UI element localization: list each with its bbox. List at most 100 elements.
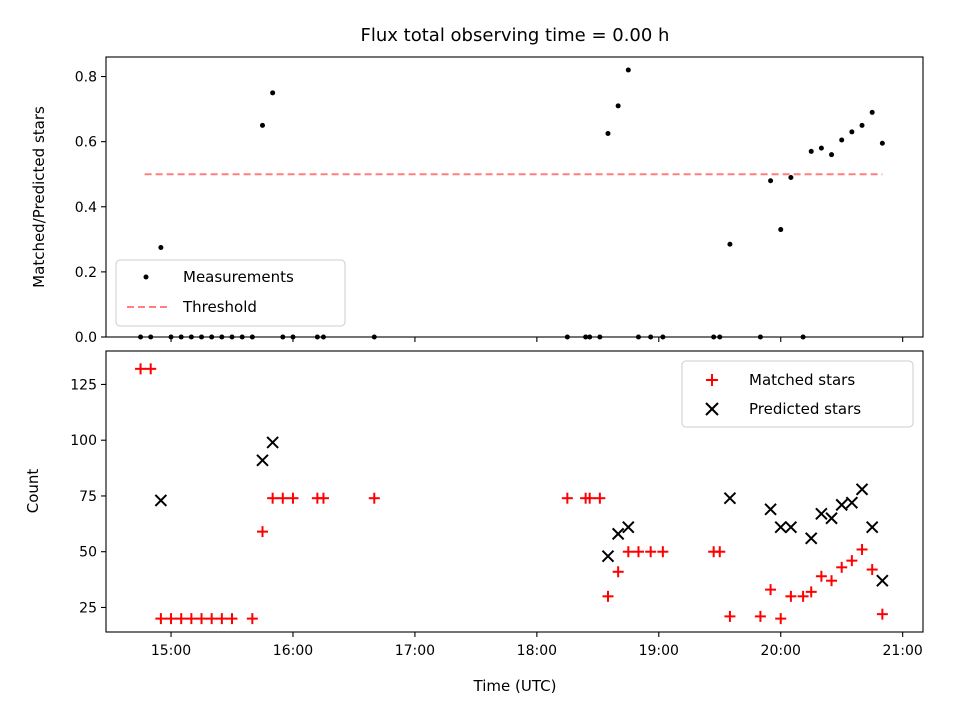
bottom-legend-box [681, 360, 914, 428]
predicted-stars-point [865, 520, 879, 534]
top-y-tick-label: 0.8 [75, 70, 97, 86]
measurements-point [270, 90, 276, 96]
matched-stars-point [836, 561, 848, 573]
matched-stars-point [797, 590, 809, 602]
matched-stars-point [226, 613, 238, 625]
matched-stars-point [612, 566, 624, 578]
matched-stars-point [165, 613, 177, 625]
measurements-point [879, 140, 885, 146]
predicted-stars-point [825, 512, 838, 525]
top-y-tick-label: 0.4 [75, 200, 97, 216]
predicted-stars-point [876, 574, 889, 587]
measurements-point [849, 129, 855, 135]
matched-stars-point [175, 613, 187, 625]
measurements-point [808, 148, 814, 154]
matched-stars-point [754, 610, 766, 622]
matched-stars-point [594, 492, 606, 504]
top-y-axis-label: Matched/Predicted stars [30, 106, 48, 288]
legend-matched-marker [706, 374, 718, 386]
legend-matched-label: Matched stars [749, 371, 855, 389]
predicted-stars-point [835, 498, 848, 512]
matched-stars-point [216, 613, 228, 625]
bottom-x-tick-label: 18:00 [517, 643, 557, 659]
bottom-y-tick-label: 50 [79, 545, 97, 561]
matched-stars-point [876, 608, 888, 620]
matched-stars-point [135, 363, 147, 375]
bottom-x-tick-label: 17:00 [395, 643, 435, 659]
matched-stars-point [584, 492, 596, 504]
predicted-stars-point [774, 520, 787, 534]
matched-stars-point [714, 546, 726, 558]
predicted-stars-point [845, 496, 859, 509]
matched-stars-point [256, 526, 268, 538]
measurements-point [859, 122, 865, 128]
matched-stars-point [846, 555, 858, 567]
predicted-stars-point [805, 532, 818, 545]
predicted-stars-point [154, 494, 168, 507]
bottom-y-axis-label: Count [24, 469, 42, 514]
bottom-x-tick-label: 16:00 [273, 643, 313, 659]
matched-stars-point [267, 492, 279, 504]
matched-stars-point [287, 492, 299, 504]
legend-threshold-label: Threshold [182, 298, 257, 316]
top-y-tick-label: 0.2 [75, 265, 97, 281]
matched-stars-point [145, 363, 157, 375]
predicted-stars-point [764, 503, 777, 516]
measurements-point [788, 174, 794, 180]
predicted-stars-point [256, 454, 269, 467]
measurements-point [818, 145, 824, 151]
matched-stars-point [866, 564, 878, 576]
bottom-x-tick-label: 20:00 [761, 643, 801, 659]
measurements-point [259, 122, 265, 128]
matched-stars-point [657, 546, 669, 558]
measurements-point [158, 244, 164, 250]
measurements-point [829, 152, 835, 158]
bottom-y-tick-label: 125 [70, 377, 97, 393]
measurements-point [727, 241, 733, 247]
bottom-y-tick-label: 25 [79, 600, 97, 616]
top-legend: Measurements Threshold [115, 259, 346, 327]
matched-stars-point [632, 546, 644, 558]
matched-stars-point [317, 492, 329, 504]
matched-stars-point [602, 590, 614, 602]
predicted-stars-point [815, 507, 828, 521]
matched-stars-point [724, 610, 736, 622]
matched-stars-point [645, 546, 657, 558]
measurements-point [839, 137, 845, 143]
matched-stars-point [815, 570, 827, 582]
matched-stars-point [155, 613, 167, 625]
matched-stars-point [622, 546, 634, 558]
top-panel: Flux total observing time = 0.00 h Match… [30, 25, 924, 346]
predicted-stars-point [611, 527, 625, 541]
bottom-plot-frame [105, 350, 924, 633]
bottom-x-axis-label: Time (UTC) [473, 677, 557, 695]
matched-stars-point [765, 584, 777, 596]
legend-predicted-label: Predicted stars [749, 400, 861, 418]
top-plot-frame [105, 56, 924, 338]
matched-stars-point [206, 613, 218, 625]
matched-stars-point [805, 586, 817, 598]
chart-title: Flux total observing time = 0.00 h [361, 25, 670, 46]
matched-stars-point [277, 492, 289, 504]
bottom-y-tick-label: 100 [70, 433, 97, 449]
bottom-panel: Count Time (UTC) 25 50 75 100 125 15:00 16:00 1… [24, 350, 924, 695]
measurements-point [625, 67, 631, 73]
matched-stars-point [185, 613, 197, 625]
predicted-stars-point [622, 520, 635, 534]
predicted-stars-point [266, 436, 279, 449]
measurements-point [615, 103, 621, 109]
bottom-legend: Matched stars Predicted stars [681, 360, 914, 428]
measurements-point [768, 178, 774, 184]
bottom-x-tick-label: 19:00 [639, 643, 679, 659]
measurements-point [605, 131, 611, 137]
predicted-stars-point [784, 520, 798, 534]
top-y-tick-label: 0.6 [75, 135, 97, 151]
matched-stars-point [368, 492, 380, 504]
predicted-stars-point [723, 491, 737, 505]
bottom-x-tick-label: 15:00 [151, 643, 191, 659]
matched-stars-point [856, 543, 868, 555]
matched-stars-point [826, 575, 838, 587]
matched-stars-point [196, 613, 208, 625]
predicted-stars-point [855, 483, 869, 496]
